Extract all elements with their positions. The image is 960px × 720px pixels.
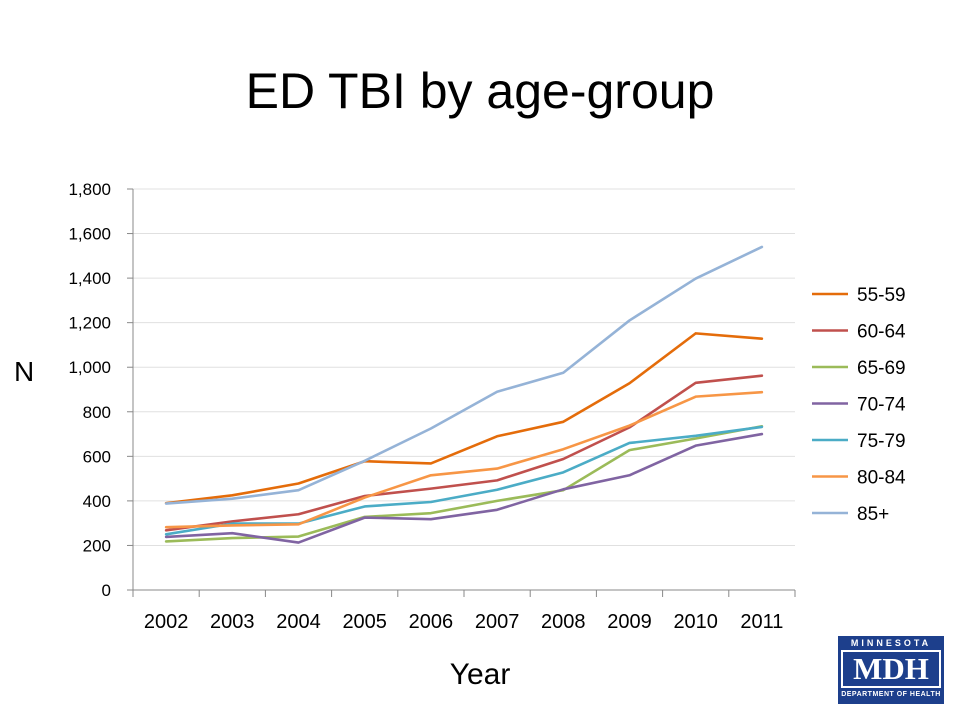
y-tick-label: 200 bbox=[83, 536, 111, 555]
y-tick-label: 600 bbox=[83, 447, 111, 466]
x-tick-label: 2006 bbox=[409, 611, 454, 633]
legend-label: 70-74 bbox=[857, 395, 906, 416]
x-tick-label: 2004 bbox=[276, 611, 321, 633]
y-tick-label: 1,600 bbox=[68, 225, 111, 244]
x-tick-label: 2002 bbox=[144, 611, 189, 633]
series-line-60-64 bbox=[164, 374, 764, 532]
x-tick-label: 2003 bbox=[210, 611, 255, 633]
logo-main-text: MDH bbox=[841, 650, 941, 688]
x-tick-label: 2007 bbox=[475, 611, 520, 633]
logo-bottom-text: DEPARTMENT OF HEALTH bbox=[841, 691, 941, 698]
x-axis-label: Year bbox=[449, 658, 511, 691]
legend-label: 85+ bbox=[857, 504, 889, 525]
y-tick-label: 800 bbox=[83, 403, 111, 422]
x-tick-label: 2011 bbox=[740, 611, 783, 633]
x-tick-label: 2009 bbox=[607, 611, 652, 633]
legend-label: 75-79 bbox=[857, 431, 906, 452]
y-tick-label: 400 bbox=[83, 492, 111, 511]
legend-label: 65-69 bbox=[857, 358, 906, 379]
legend-label: 80-84 bbox=[857, 468, 906, 489]
y-tick-label: 0 bbox=[102, 581, 111, 600]
series-line-70-74 bbox=[164, 432, 764, 544]
logo-top-text: MINNESOTA bbox=[850, 638, 932, 648]
y-tick-label: 1,000 bbox=[68, 358, 111, 377]
y-tick-label: 1,400 bbox=[68, 269, 111, 288]
y-axis-label: N bbox=[14, 356, 35, 387]
x-tick-label: 2010 bbox=[673, 611, 718, 633]
series-line-80-84 bbox=[164, 390, 764, 529]
series-line-85+ bbox=[164, 245, 764, 505]
mdh-logo: MINNESOTA MDH DEPARTMENT OF HEALTH bbox=[838, 636, 944, 704]
chart-title: ED TBI by age-group bbox=[245, 63, 715, 119]
legend-label: 60-64 bbox=[857, 322, 906, 343]
legend-label: 55-59 bbox=[857, 285, 906, 306]
x-tick-label: 2005 bbox=[342, 611, 387, 633]
series-line-55-59 bbox=[164, 332, 764, 505]
y-tick-label: 1,200 bbox=[68, 314, 111, 333]
x-tick-label: 2008 bbox=[541, 611, 586, 633]
y-tick-label: 1,800 bbox=[68, 180, 111, 199]
